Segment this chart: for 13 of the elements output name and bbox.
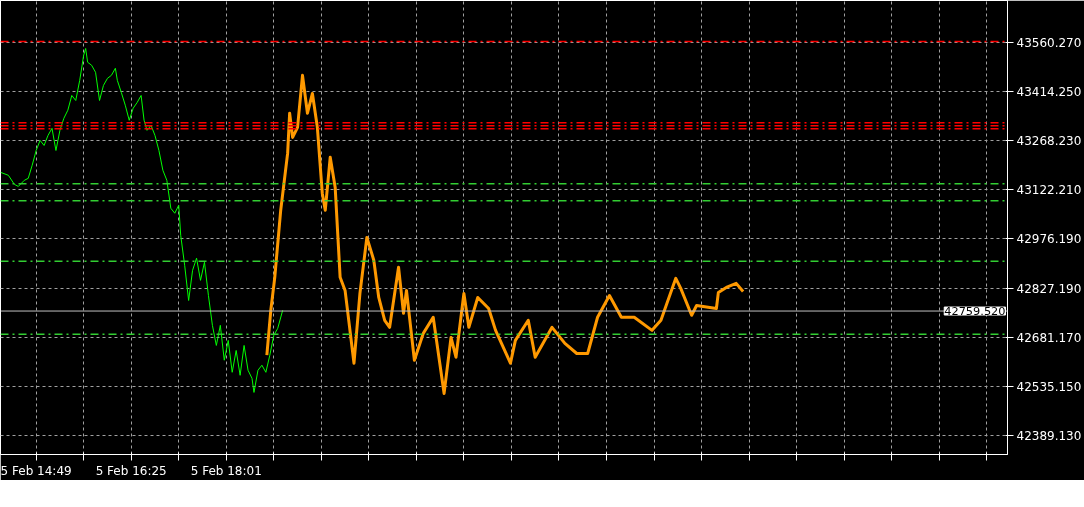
x-tick-label: 5 Feb 14:49 — [0, 463, 72, 478]
y-tick-label: 42827.190 — [1016, 281, 1082, 296]
ref-line-label: 42759.520 — [944, 304, 1006, 319]
y-tick-label: 42681.170 — [1016, 330, 1082, 345]
y-tick-label: 43268.230 — [1016, 133, 1082, 148]
y-tick-label: 42389.130 — [1016, 428, 1082, 443]
x-tick-label: 5 Feb 18:01 — [190, 463, 262, 478]
y-tick-label: 43122.210 — [1016, 182, 1082, 197]
y-tick-label: 43560.270 — [1016, 35, 1082, 50]
y-tick-label: 43414.250 — [1016, 84, 1082, 99]
x-tick-label: 5 Feb 16:25 — [95, 463, 167, 478]
y-tick-label: 42535.150 — [1016, 379, 1082, 394]
y-tick-label: 42976.190 — [1016, 231, 1082, 246]
